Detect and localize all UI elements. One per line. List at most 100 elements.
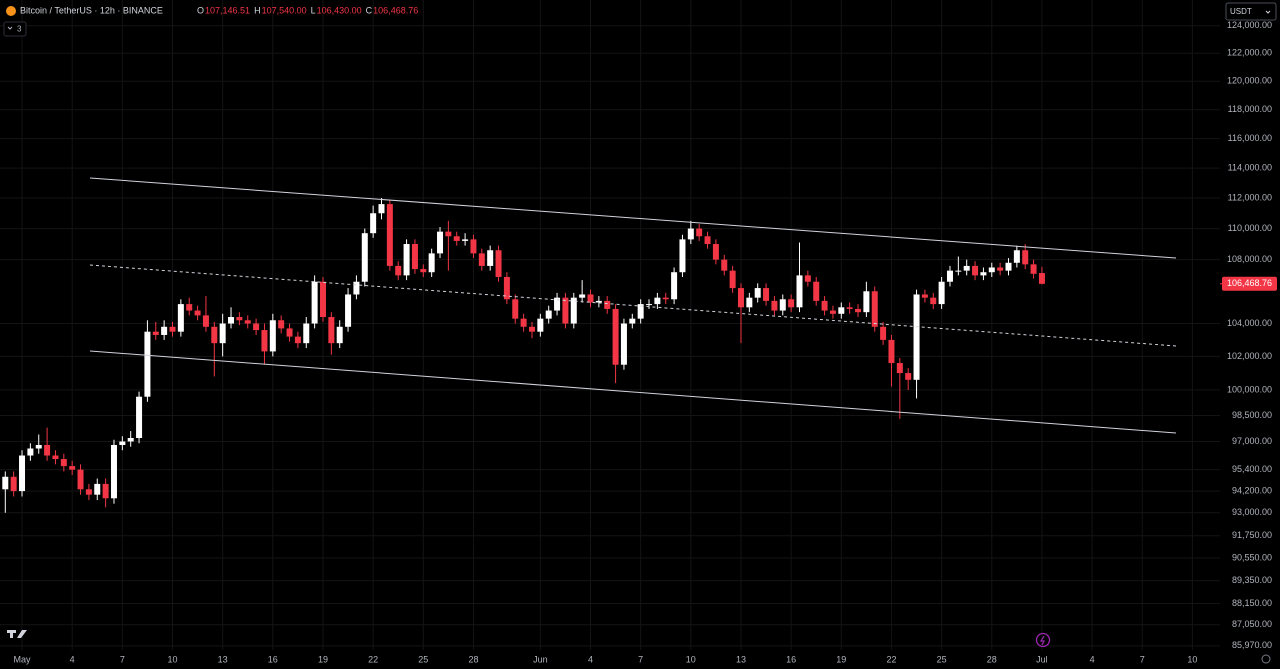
logo[interactable]: [7, 630, 27, 638]
candle-body: [863, 291, 870, 313]
price-axis: 124,000.00 122,000.00 120,000.00 118,000.00…: [1220, 0, 1280, 669]
candle-body: [946, 270, 953, 282]
logo-part: [10, 630, 13, 638]
candle-body: [988, 267, 995, 273]
currency-selector[interactable]: [1225, 2, 1277, 21]
candle-body: [930, 297, 937, 305]
candle-body: [219, 323, 226, 344]
candle-body: [654, 297, 661, 305]
candle-body: [395, 265, 402, 276]
candle-body: [913, 294, 920, 380]
y-tick-label: 90,550.00: [1232, 552, 1272, 562]
channel-upper: [89, 177, 1177, 259]
candle-body: [712, 244, 719, 260]
candle-body: [261, 330, 268, 352]
x-tick-label: 13: [736, 654, 746, 664]
ohlc-value: 107,146.51: [205, 5, 250, 15]
candle-body: [161, 326, 168, 335]
y-tick-label: 110,000.00: [1228, 223, 1272, 233]
x-tick-label: 22: [368, 654, 378, 664]
candle-body: [821, 300, 828, 311]
candle-body: [595, 300, 602, 303]
candle-body: [704, 236, 711, 245]
y-tick-label: 112,000.00: [1228, 192, 1272, 202]
candle-body: [838, 307, 845, 314]
candle-body: [19, 455, 26, 492]
candle-body: [629, 318, 636, 324]
y-tick-label: 124,000.00: [1227, 20, 1272, 30]
ohlc-key: C: [366, 5, 373, 15]
candle-body: [319, 281, 326, 318]
candle-body: [361, 233, 368, 282]
x-tick-label: 7: [1140, 654, 1145, 664]
candle-body: [169, 326, 176, 332]
candle-body: [721, 259, 728, 271]
candle-body: [687, 228, 694, 240]
y-tick-label: 89,350.00: [1232, 575, 1272, 585]
x-tick-label: 16: [268, 654, 278, 664]
candle-body: [679, 239, 686, 273]
candle-body: [562, 297, 569, 324]
y-tick-label: 102,000.00: [1227, 351, 1272, 361]
x-tick-label: 28: [468, 654, 478, 664]
symbol-icon: [6, 6, 16, 16]
candle-body: [788, 299, 795, 308]
candle-body: [955, 270, 962, 272]
candle-body: [462, 239, 469, 241]
candle-body: [495, 250, 502, 277]
x-tick-label: 7: [120, 654, 125, 664]
candle-body: [85, 489, 92, 495]
candle-body: [528, 326, 535, 332]
candle-body: [2, 476, 9, 490]
x-tick-label: 25: [418, 654, 428, 664]
candle-body: [420, 269, 427, 273]
candle-body: [345, 294, 352, 327]
candle-body: [729, 270, 736, 289]
last-price-label: 106,468.76: [1227, 278, 1272, 288]
caret-icon: [1265, 10, 1271, 14]
candle-body: [278, 320, 285, 329]
candle-body: [829, 310, 836, 314]
y-tick-label: 100,000.00: [1227, 384, 1272, 394]
x-tick-label: May: [14, 654, 32, 664]
candle-body: [44, 444, 51, 456]
candle-body: [202, 315, 209, 327]
x-tick-label: Jul: [1036, 654, 1048, 664]
candle-body: [127, 438, 134, 442]
indicators-count: 3: [17, 25, 22, 34]
y-tick-label: 120,000.00: [1227, 76, 1272, 86]
settings-icon[interactable]: [1261, 654, 1271, 664]
candle-body: [144, 331, 151, 397]
candle-body: [303, 323, 310, 344]
candles: [2, 198, 1045, 513]
x-tick-label: 10: [686, 654, 696, 664]
alert-icon[interactable]: [1035, 632, 1051, 648]
candle-body: [579, 294, 586, 298]
candle-body: [94, 483, 101, 495]
candle-body: [1030, 264, 1037, 274]
candle-body: [921, 294, 928, 298]
candle-body: [403, 244, 410, 276]
candle-body: [110, 444, 117, 499]
candle-body: [1038, 273, 1045, 284]
candle-body: [612, 308, 619, 365]
ohlc-value: 106,430.00: [317, 5, 362, 15]
candle-body: [228, 317, 235, 324]
x-tick-label: 22: [886, 654, 896, 664]
symbol-title[interactable]: Bitcoin / TetherUS · 12h · BINANCE: [20, 5, 163, 15]
candle-body: [763, 288, 770, 301]
candle-body: [1013, 250, 1020, 263]
ohlc-value: 107,540.00: [262, 5, 307, 15]
y-tick-label: 85,970.00: [1232, 640, 1272, 650]
candle-body: [646, 304, 653, 306]
candle-body: [487, 250, 494, 266]
candle-body: [35, 444, 42, 449]
indicators-toggle[interactable]: [3, 21, 27, 37]
candle-body: [587, 294, 594, 303]
y-tick-label: 97,000.00: [1232, 436, 1272, 446]
logo-part: [17, 630, 27, 638]
y-tick-label: 98,500.00: [1232, 410, 1272, 420]
candle-body: [871, 291, 878, 327]
candle-body: [27, 448, 34, 456]
